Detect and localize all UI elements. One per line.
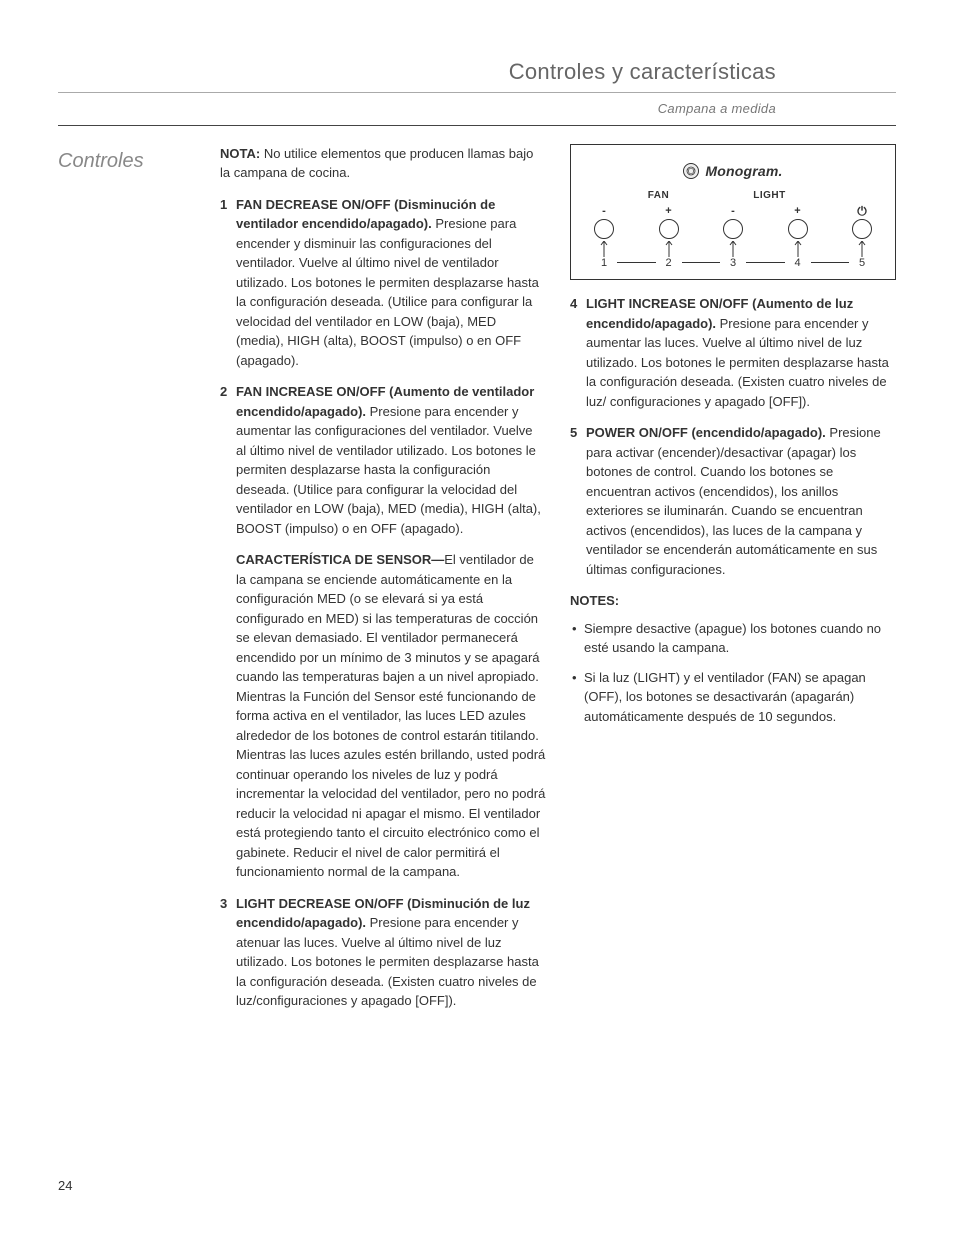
item-text: Presione para encender y aumentar las co… [236,404,541,536]
minus-sign: - [731,205,735,217]
item-4: 4 LIGHT INCREASE ON/OFF (Aumento de luz … [570,294,896,411]
power-icon: ⏻ [857,205,867,217]
section-label: Controles [58,144,220,1023]
item-3: 3 LIGHT DECREASE ON/OFF (Disminución de … [220,894,546,1011]
panel-labels: FAN LIGHT [579,188,887,203]
bullet-icon: • [572,619,584,658]
sensor-paragraph: CARACTERÍSTICA DE SENSOR—El ventilador d… [236,550,546,882]
item-body: FAN DECREASE ON/OFF (Disminución de vent… [236,195,546,371]
note-bullet: • Siempre desactive (apague) los botones… [570,619,896,658]
bullet-icon: • [572,668,584,727]
plus-sign: + [665,205,671,217]
knob-row: - + - + ⏻ [579,205,887,239]
item-text: Presione para activar (encender)/desacti… [586,425,881,577]
item-body: LIGHT DECREASE ON/OFF (Disminución de lu… [236,894,546,1011]
nota-label: NOTA: [220,146,260,161]
item-body: FAN INCREASE ON/OFF (Aumento de ventilad… [236,382,546,882]
page-title: Controles y características [58,55,896,93]
column-left: NOTA: No utilice elementos que producen … [220,144,546,1023]
item-number: 3 [220,894,236,1011]
note-text: Siempre desactive (apague) los botones c… [584,619,896,658]
item-heading: POWER ON/OFF (encendido/apagado). [586,425,826,440]
item-number: 4 [570,294,586,411]
light-label: LIGHT [714,188,837,203]
plus-sign: + [794,205,800,217]
columns: NOTA: No utilice elementos que producen … [220,144,896,1023]
page-number: 24 [58,1176,72,1196]
minus-sign: - [602,205,606,217]
sensor-text: El ventilador de la campana se enciende … [236,552,545,879]
panel-brand-text: Monogram. [705,161,782,182]
knob-icon [659,219,679,239]
knob-icon [594,219,614,239]
item-number: 5 [570,423,586,579]
panel-brand: Monogram. [579,161,887,182]
item-number: 2 [220,382,236,882]
item-number: 1 [220,195,236,371]
note-text: Si la luz (LIGHT) y el ventilador (FAN) … [584,668,896,727]
ge-logo-icon [683,163,699,179]
item-text: Presione para encender y disminuir las c… [236,216,539,368]
knob-light-minus: - [714,205,752,239]
item-5: 5 POWER ON/OFF (encendido/apagado). Pres… [570,423,896,579]
blank [837,188,887,203]
knob-fan-minus: - [585,205,623,239]
callout-5: 5 [843,255,881,272]
knob-power: ⏻ [843,205,881,239]
item-1: 1 FAN DECREASE ON/OFF (Disminución de ve… [220,195,546,371]
column-right: Monogram. FAN LIGHT - + [570,144,896,1023]
nota-paragraph: NOTA: No utilice elementos que producen … [220,144,546,183]
sensor-heading: CARACTERÍSTICA DE SENSOR— [236,552,444,567]
note-bullet: • Si la luz (LIGHT) y el ventilador (FAN… [570,668,896,727]
knob-icon [852,219,872,239]
knob-icon [723,219,743,239]
knob-light-plus: + [779,205,817,239]
nota-text: No utilice elementos que producen llamas… [220,146,533,181]
knob-icon [788,219,808,239]
item-body: POWER ON/OFF (encendido/apagado). Presio… [586,423,896,579]
callout-numbers: 1 2 3 4 5 [579,255,887,272]
item-body: LIGHT INCREASE ON/OFF (Aumento de luz en… [586,294,896,411]
fan-label: FAN [579,188,714,203]
notes-heading: NOTES: [570,591,896,611]
control-panel-diagram: Monogram. FAN LIGHT - + [570,144,896,281]
content: Controles NOTA: No utilice elementos que… [58,144,896,1023]
knob-fan-plus: + [650,205,688,239]
item-2: 2 FAN INCREASE ON/OFF (Aumento de ventil… [220,382,546,882]
page-header: Controles y características Campana a me… [58,55,896,126]
page-subtitle: Campana a medida [58,99,896,119]
